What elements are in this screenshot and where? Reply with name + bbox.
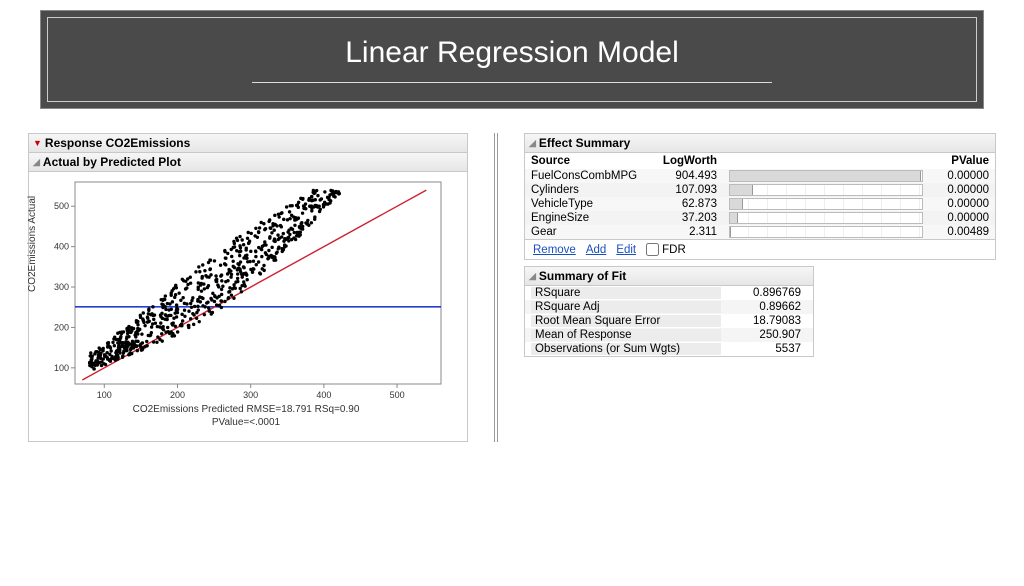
logworth-bar <box>729 170 923 182</box>
logworth-bar <box>729 226 923 238</box>
remove-link[interactable]: Remove <box>533 244 576 256</box>
edit-link[interactable]: Edit <box>616 244 636 256</box>
fit-row: RSquare0.896769 <box>525 286 813 300</box>
effect-source: Gear <box>531 226 661 238</box>
svg-text:500: 500 <box>54 201 69 211</box>
svg-text:100: 100 <box>97 390 112 400</box>
disclosure-icon[interactable]: ◢ <box>529 138 536 149</box>
effect-source: VehicleType <box>531 198 661 210</box>
svg-text:100: 100 <box>54 363 69 373</box>
effect-pvalue: 0.00489 <box>929 226 989 238</box>
fdr-checkbox[interactable] <box>646 243 659 256</box>
plot-title: Actual by Predicted Plot <box>43 155 181 169</box>
fit-key: Observations (or Sum Wgts) <box>531 343 721 355</box>
fit-row: RSquare Adj0.89662 <box>525 300 813 314</box>
effect-row[interactable]: Gear2.311 0.00489 <box>525 225 995 239</box>
svg-text:400: 400 <box>316 390 331 400</box>
y-axis-label: CO2Emissions Actual <box>27 196 38 292</box>
col-header-logworth: LogWorth <box>661 155 723 167</box>
fit-val: 0.89662 <box>721 301 801 313</box>
title-banner: Linear Regression Model <box>40 10 984 109</box>
col-header-source: Source <box>531 155 661 167</box>
effect-logworth: 2.311 <box>661 226 723 238</box>
effect-pvalue: 0.00000 <box>929 170 989 182</box>
fit-key: Mean of Response <box>531 329 721 341</box>
effect-pvalue: 0.00000 <box>929 212 989 224</box>
logworth-bar <box>729 198 923 210</box>
x-axis-label-1: CO2Emissions Predicted RMSE=18.791 RSq=0… <box>31 404 461 417</box>
effect-logworth: 904.493 <box>661 170 723 182</box>
fit-key: RSquare Adj <box>531 301 721 313</box>
effect-logworth: 107.093 <box>661 184 723 196</box>
effect-row[interactable]: FuelConsCombMPG904.493 0.00000 <box>525 169 995 183</box>
scatter-svg: 100 200 300 400 500 100 200 300 400 500 <box>31 176 451 402</box>
svg-text:500: 500 <box>390 390 405 400</box>
effect-row[interactable]: VehicleType62.873 0.00000 <box>525 197 995 211</box>
effect-row[interactable]: Cylinders107.093 0.00000 <box>525 183 995 197</box>
fdr-checkbox-label[interactable]: FDR <box>646 243 686 256</box>
fit-val: 0.896769 <box>721 287 801 299</box>
fit-key: RSquare <box>531 287 721 299</box>
fit-row: Observations (or Sum Wgts)5537 <box>525 342 813 356</box>
svg-text:400: 400 <box>54 242 69 252</box>
left-panel: ▼ Response CO2Emissions ◢ Actual by Pred… <box>28 133 468 442</box>
effect-logworth: 62.873 <box>661 198 723 210</box>
logworth-bar <box>729 212 923 224</box>
fit-row: Mean of Response250.907 <box>525 328 813 342</box>
col-header-pvalue: PValue <box>929 155 989 167</box>
svg-text:300: 300 <box>54 282 69 292</box>
effect-source: FuelConsCombMPG <box>531 170 661 182</box>
title-rule <box>252 82 772 83</box>
fdr-label: FDR <box>662 244 686 256</box>
response-title: Response CO2Emissions <box>45 136 190 150</box>
page-title: Linear Regression Model <box>48 36 976 70</box>
right-panel: ◢ Effect Summary Source LogWorth PValue … <box>524 133 996 442</box>
fit-row: Root Mean Square Error18.79083 <box>525 314 813 328</box>
effect-row[interactable]: EngineSize37.203 0.00000 <box>525 211 995 225</box>
effect-links: Remove Add Edit FDR <box>524 240 996 260</box>
svg-text:300: 300 <box>243 390 258 400</box>
response-header[interactable]: ▼ Response CO2Emissions <box>28 133 468 153</box>
add-link[interactable]: Add <box>586 244 606 256</box>
disclosure-icon[interactable]: ▼ <box>33 138 42 148</box>
effect-pvalue: 0.00000 <box>929 184 989 196</box>
summary-fit-table: RSquare0.896769RSquare Adj0.89662Root Me… <box>524 286 814 357</box>
plot-header[interactable]: ◢ Actual by Predicted Plot <box>28 153 468 172</box>
effect-source: Cylinders <box>531 184 661 196</box>
fit-val: 5537 <box>721 343 801 355</box>
x-axis-label-2: PValue=<.0001 <box>31 417 461 430</box>
svg-text:200: 200 <box>54 322 69 332</box>
effect-summary-header[interactable]: ◢ Effect Summary <box>524 133 996 153</box>
scatter-plot: CO2Emissions Actual 100 200 300 400 500 100 20… <box>28 172 468 442</box>
effect-source: EngineSize <box>531 212 661 224</box>
disclosure-icon[interactable]: ◢ <box>529 271 536 282</box>
svg-text:200: 200 <box>170 390 185 400</box>
fit-val: 250.907 <box>721 329 801 341</box>
fit-key: Root Mean Square Error <box>531 315 721 327</box>
summary-fit-title: Summary of Fit <box>539 269 626 283</box>
effect-summary-title: Effect Summary <box>539 136 630 150</box>
effect-pvalue: 0.00000 <box>929 198 989 210</box>
effect-summary-table: Source LogWorth PValue FuelConsCombMPG90… <box>524 153 996 240</box>
summary-fit-header[interactable]: ◢ Summary of Fit <box>524 266 814 286</box>
fit-val: 18.79083 <box>721 315 801 327</box>
logworth-bar <box>729 184 923 196</box>
disclosure-icon[interactable]: ◢ <box>33 157 40 168</box>
effect-logworth: 37.203 <box>661 212 723 224</box>
vertical-divider <box>494 133 498 442</box>
